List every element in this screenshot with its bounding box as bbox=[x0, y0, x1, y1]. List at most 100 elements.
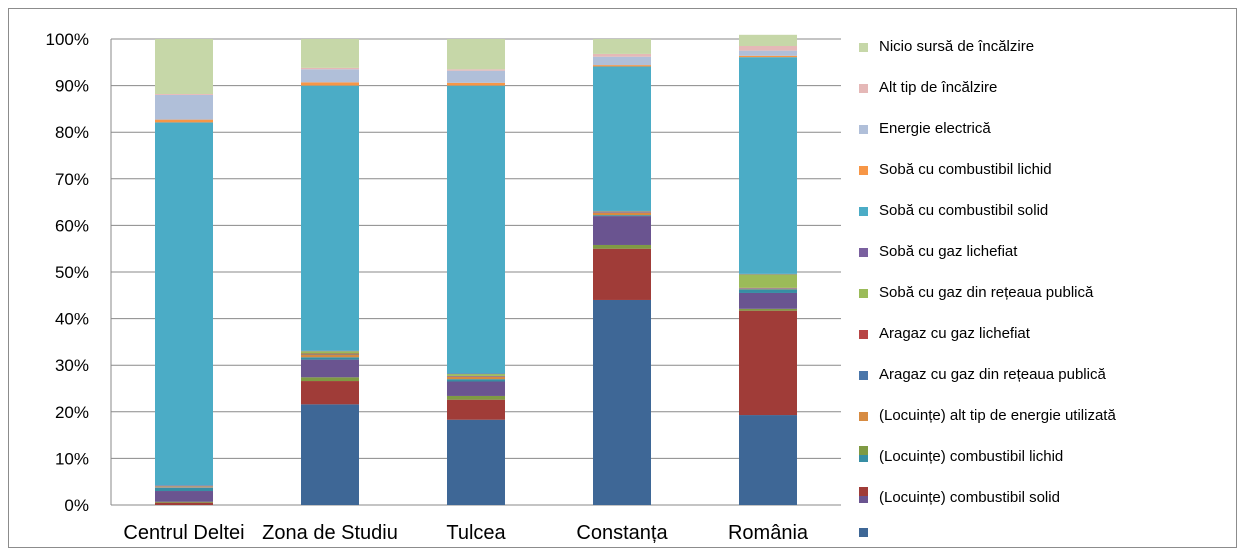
legend-swatch bbox=[859, 446, 868, 455]
bar-segment bbox=[739, 55, 797, 58]
bar-segment bbox=[739, 292, 797, 309]
bar-segment bbox=[155, 94, 213, 120]
legend-swatch bbox=[859, 494, 868, 503]
legend-label: Alt tip de încălzire bbox=[879, 79, 997, 96]
legend-label: Sobă cu gaz lichefiat bbox=[879, 243, 1018, 260]
legend-swatch bbox=[859, 453, 868, 462]
legend-swatch bbox=[859, 166, 868, 175]
bar-segment bbox=[739, 50, 797, 56]
legend-label: Sobă cu gaz din rețeaua publică bbox=[879, 284, 1094, 301]
bar-segment bbox=[739, 34, 797, 46]
legend-label: Energie electrică bbox=[879, 120, 991, 137]
bar-segment bbox=[593, 65, 651, 67]
bar-segment bbox=[447, 399, 505, 420]
legend-swatch bbox=[859, 289, 868, 298]
y-tick-label: 10% bbox=[55, 449, 89, 468]
legend-swatch bbox=[859, 371, 868, 380]
bar-segment bbox=[155, 39, 213, 94]
bar-segment bbox=[301, 85, 359, 351]
x-category-label: Centrul Deltei bbox=[123, 522, 244, 544]
legend-label: Sobă cu combustibil solid bbox=[879, 202, 1048, 219]
bar-segment bbox=[447, 82, 505, 86]
legend-swatch bbox=[859, 412, 868, 421]
bar-segment bbox=[593, 299, 651, 505]
y-tick-label: 30% bbox=[55, 356, 89, 375]
y-tick-label: 80% bbox=[55, 123, 89, 142]
bar-segment bbox=[301, 381, 359, 405]
bar-segment bbox=[301, 67, 359, 70]
bar-segment bbox=[155, 501, 213, 503]
bar-segment bbox=[301, 357, 359, 360]
legend-swatch bbox=[859, 248, 868, 257]
bar-segment bbox=[593, 212, 651, 216]
legend-swatch bbox=[859, 207, 868, 216]
bars bbox=[155, 34, 797, 505]
legend-label: Sobă cu combustibil lichid bbox=[879, 161, 1052, 178]
bar-segment bbox=[447, 69, 505, 71]
bar-segment bbox=[739, 308, 797, 311]
bar-segment bbox=[155, 502, 213, 505]
bar-segment bbox=[301, 39, 359, 68]
bar-segment bbox=[301, 351, 359, 354]
bar-segment bbox=[593, 66, 651, 211]
bar-segment bbox=[155, 93, 213, 95]
y-axis: 0% 10% 20% 30% 40% 50% 60% 70% 80% 90% 100% bbox=[46, 30, 112, 515]
bar-segment bbox=[739, 289, 797, 293]
legend-label: Aragaz cu gaz din rețeaua publică bbox=[879, 366, 1106, 383]
bar-segment bbox=[593, 216, 651, 245]
bar-segment bbox=[593, 53, 651, 57]
y-tick-label: 40% bbox=[55, 310, 89, 329]
bar-segment bbox=[301, 69, 359, 83]
legend-label: (Locuințe) alt tip de energie utilizată bbox=[879, 407, 1116, 424]
bar-segment bbox=[593, 244, 651, 249]
bar-segment bbox=[301, 377, 359, 382]
bar-segment bbox=[447, 379, 505, 382]
bar-segment bbox=[155, 491, 213, 502]
bar-segment bbox=[301, 404, 359, 505]
y-tick-label: 60% bbox=[55, 216, 89, 235]
x-category-label: România bbox=[728, 522, 809, 544]
y-tick-label: 90% bbox=[55, 77, 89, 96]
bar-segment bbox=[447, 374, 505, 376]
bar-segment bbox=[447, 376, 505, 380]
legend-swatch bbox=[859, 528, 868, 537]
bar-segment bbox=[155, 122, 213, 486]
chart-frame: 0% 10% 20% 30% 40% 50% 60% 70% 80% 90% 100% Centru… bbox=[8, 8, 1237, 548]
legend: Nicio sursă de încălzire Alt tip de încăl… bbox=[859, 38, 1116, 537]
bar-segment bbox=[593, 56, 651, 66]
bar-segment bbox=[447, 381, 505, 396]
legend-label: (Locuințe) combustibil lichid bbox=[879, 448, 1063, 465]
x-category-label: Tulcea bbox=[446, 522, 506, 544]
legend-swatch bbox=[859, 43, 868, 52]
bar-segment bbox=[447, 419, 505, 505]
bar-segment bbox=[301, 354, 359, 358]
bar-segment bbox=[593, 39, 651, 54]
y-tick-label: 70% bbox=[55, 170, 89, 189]
y-tick-label: 50% bbox=[55, 263, 89, 282]
bar-segment bbox=[739, 45, 797, 51]
legend-swatch bbox=[859, 84, 868, 93]
legend-label: (Locuințe) combustibil solid bbox=[879, 489, 1060, 506]
bar-segment bbox=[593, 248, 651, 300]
stacked-bar-chart: 0% 10% 20% 30% 40% 50% 60% 70% 80% 90% 100% Centru… bbox=[46, 30, 1117, 544]
bar-segment bbox=[301, 82, 359, 86]
legend-label: Aragaz cu gaz lichefiat bbox=[879, 325, 1031, 342]
legend-label: Nicio sursă de încălzire bbox=[879, 38, 1034, 55]
legend-swatch bbox=[859, 487, 868, 496]
legend-swatch bbox=[859, 125, 868, 134]
legend-swatch bbox=[859, 330, 868, 339]
bar-segment bbox=[447, 39, 505, 70]
y-tick-label: 100% bbox=[46, 30, 89, 49]
bar-segment bbox=[593, 215, 651, 217]
y-tick-label: 0% bbox=[64, 496, 89, 515]
bar-segment bbox=[739, 310, 797, 416]
bar-segment bbox=[301, 359, 359, 378]
bar-segment bbox=[739, 415, 797, 505]
bar-segment bbox=[155, 487, 213, 492]
bar-segment bbox=[739, 57, 797, 274]
bar-segment bbox=[447, 395, 505, 400]
x-axis: Centrul Deltei Zona de Studiu Tulcea Consta… bbox=[123, 522, 808, 544]
x-category-label: Constanța bbox=[576, 522, 668, 544]
bar-segment bbox=[155, 119, 213, 123]
bar-segment bbox=[447, 85, 505, 374]
